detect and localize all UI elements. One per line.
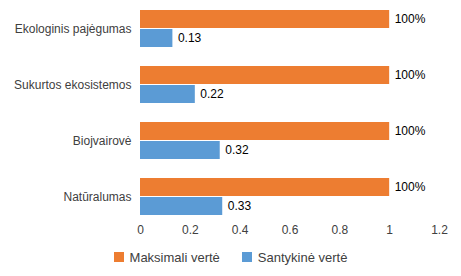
svg-text:0.32: 0.32: [225, 143, 249, 157]
svg-text:Natūralumas: Natūralumas: [63, 190, 131, 204]
svg-text:0.2: 0.2: [182, 223, 199, 237]
svg-text:0.33: 0.33: [228, 199, 252, 213]
svg-text:0.6: 0.6: [282, 223, 299, 237]
svg-text:0.13: 0.13: [178, 31, 202, 45]
svg-text:1.2: 1.2: [431, 223, 448, 237]
svg-text:1: 1: [386, 223, 393, 237]
svg-text:Ekologinis pajėgumas: Ekologinis pajėgumas: [15, 22, 132, 36]
html-text:Maksimali vertė: Maksimali vertė: [129, 249, 220, 265]
svg-text:Biojvairovė: Biojvairovė: [73, 134, 132, 148]
svg-text:100%: 100%: [395, 68, 426, 82]
svg-text:0.22: 0.22: [200, 87, 224, 101]
svg-text:Sukurtos ekosistemos: Sukurtos ekosistemos: [14, 78, 131, 92]
svg-text:0: 0: [137, 223, 144, 237]
svg-text:0.8: 0.8: [331, 223, 348, 237]
html-text:Santykinė vertė: Santykinė vertė: [257, 249, 348, 265]
svg-text:100%: 100%: [395, 180, 426, 194]
svg-text:100%: 100%: [395, 124, 426, 138]
svg-text:0.4: 0.4: [232, 223, 249, 237]
svg-text:100%: 100%: [395, 12, 426, 26]
